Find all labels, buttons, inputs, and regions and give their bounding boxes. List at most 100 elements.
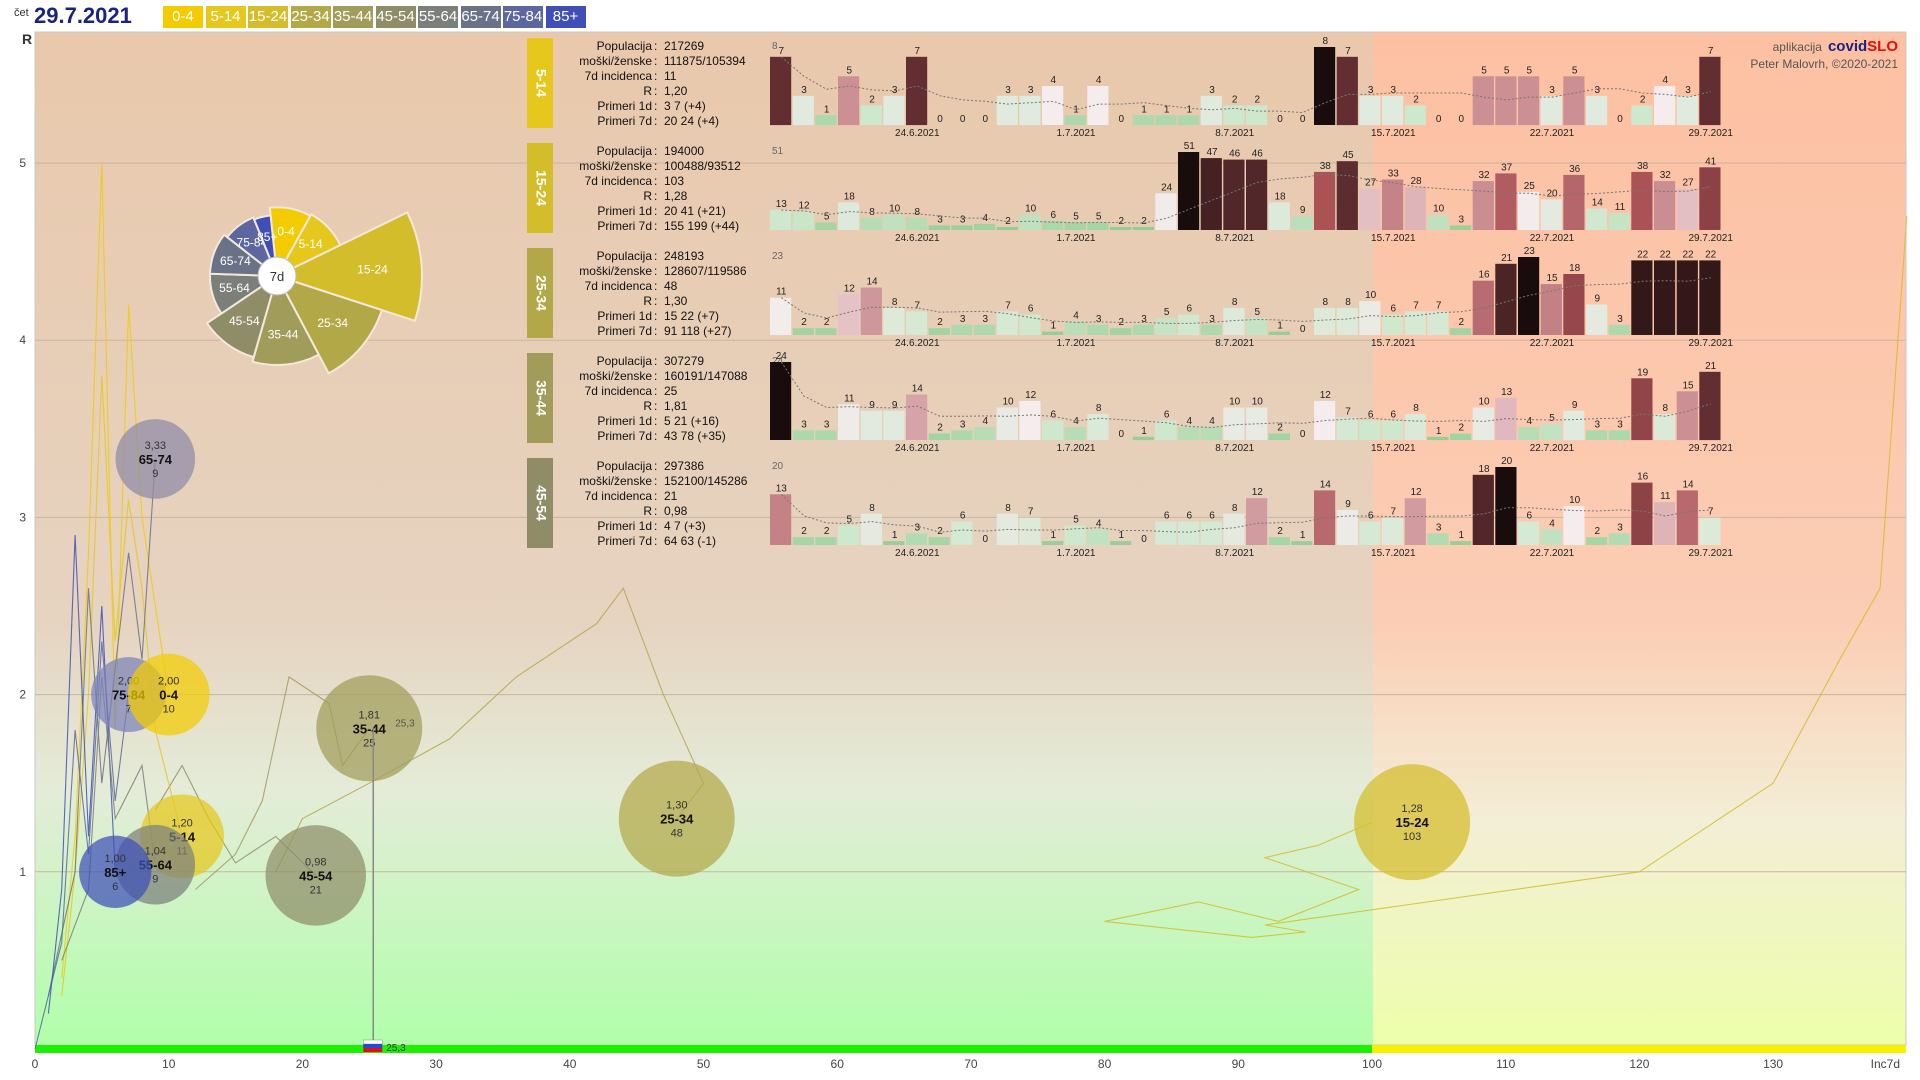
panel-bar xyxy=(996,95,1018,126)
credit: aplikacija covidSLO Peter Malovrh, ©2020-… xyxy=(1750,38,1898,71)
panel-date-label: 22.7.2021 xyxy=(1530,128,1575,139)
panel-date-label: 1.7.2021 xyxy=(1057,233,1096,244)
bubble-r-label: 1,30 xyxy=(666,800,687,812)
panel-stat-key: moški/ženske xyxy=(579,159,652,173)
panel-bar xyxy=(1178,314,1200,335)
panel-bar xyxy=(1676,490,1698,545)
trail-line xyxy=(47,535,116,1014)
panel-stat-key: moški/ženske xyxy=(579,369,652,383)
panel-stat-key: 7d incidenca xyxy=(585,174,653,188)
panel-bar-label: 3 xyxy=(1459,214,1465,225)
panel-bar-label: 0 xyxy=(983,534,989,545)
panel-bar xyxy=(1336,56,1358,126)
panel-bar-label: 18 xyxy=(1274,192,1286,203)
y-tick-label: 1 xyxy=(19,865,26,879)
panel-bar-label: 4 xyxy=(1073,310,1079,321)
panel-bar-label: 8 xyxy=(869,207,875,218)
panel-bar xyxy=(1450,433,1472,440)
panel-bar xyxy=(1586,208,1608,230)
trail-line xyxy=(47,458,156,996)
panel-bar-label: 3 xyxy=(960,419,966,430)
panel-bar-label: 3 xyxy=(801,85,807,96)
plot-background-safe xyxy=(35,32,1373,1045)
panel-stat-key: R xyxy=(643,399,652,413)
panel-bar-label: 7 xyxy=(1436,300,1442,311)
bubble-circle xyxy=(265,825,367,926)
panel-bar-label: 10 xyxy=(1365,290,1377,301)
panel-bar-label: 2 xyxy=(1119,216,1125,227)
panel-date-label: 22.7.2021 xyxy=(1530,443,1575,454)
panel-bar-label: 3 xyxy=(1141,314,1147,325)
panel-stat-sep: : xyxy=(654,489,657,503)
panel-stat-value: 20 24 (+4) xyxy=(664,114,719,128)
panel-bar-label: 46 xyxy=(1252,149,1264,160)
panel-date-label: 29.7.2021 xyxy=(1688,548,1733,559)
panel-stat-sep: : xyxy=(654,189,657,203)
panel-bar xyxy=(1472,76,1494,126)
panel-bar xyxy=(996,407,1018,440)
panel-bar xyxy=(1132,115,1154,126)
credit-line-2: Peter Malovrh, ©2020-2021 xyxy=(1750,57,1898,71)
panel-bar xyxy=(838,404,860,441)
panel-bar xyxy=(1268,331,1290,335)
panel-stat-sep: : xyxy=(654,309,657,323)
panel-max-label: 23 xyxy=(772,251,784,262)
panel-avg-line xyxy=(780,361,1711,429)
panel-bar-label: 2 xyxy=(1141,216,1147,227)
panel-bar xyxy=(1064,222,1086,230)
panel-bar xyxy=(1699,167,1721,230)
panel-bar xyxy=(815,430,837,441)
panel-date-label: 8.7.2021 xyxy=(1215,338,1254,349)
panel-stat-value: 152100/145286 xyxy=(664,474,748,488)
panel-bar-label: 5 xyxy=(1572,65,1578,76)
panel-bar-label: 0 xyxy=(1300,114,1306,125)
panel-bar xyxy=(928,328,950,335)
panel-bar-label: 3 xyxy=(824,419,830,430)
panel-stat-key: Primeri 1d xyxy=(597,414,652,428)
panel-bar-label: 13 xyxy=(776,199,788,210)
pie-slice-15-24 xyxy=(274,211,423,323)
panel-bar xyxy=(1246,407,1268,440)
panel-stat-sep: : xyxy=(654,204,657,218)
panel-bar xyxy=(1518,76,1540,126)
x-tick-label: 130 xyxy=(1763,1057,1783,1071)
panel-bar-label: 20 xyxy=(1546,188,1558,199)
panel-bar-label: 7 xyxy=(1708,46,1714,57)
panel-bar xyxy=(770,494,792,545)
panel-bar-label: 33 xyxy=(1388,169,1400,180)
panel-date-label: 1.7.2021 xyxy=(1057,443,1096,454)
panel-bar xyxy=(1064,525,1086,545)
panel-bar xyxy=(906,217,928,230)
pie-slice-45-54 xyxy=(205,273,279,359)
panel-bar-label: 3 xyxy=(1391,85,1397,96)
panel-stat-value: 248193 xyxy=(664,249,704,263)
panel-bar xyxy=(1110,541,1132,545)
panel-bar xyxy=(1246,105,1268,125)
panel-bar xyxy=(1155,521,1177,545)
panel-bar-label: 3 xyxy=(960,314,966,325)
panel-avg-line xyxy=(781,277,1711,324)
panel-bar xyxy=(1087,529,1109,545)
panel-stat-value: 64 63 (-1) xyxy=(664,534,716,548)
y-axis-label: R xyxy=(22,31,32,47)
panel-stat-sep: : xyxy=(654,459,657,473)
flag-red xyxy=(363,1048,383,1052)
panel-date-label: 22.7.2021 xyxy=(1530,338,1575,349)
panel-stat-sep: : xyxy=(654,414,657,428)
x-tick-label: 70 xyxy=(964,1057,978,1071)
panel-bar xyxy=(1359,521,1381,545)
panel-bar-label: 11 xyxy=(844,393,855,404)
panel-bar-label: 1 xyxy=(1073,104,1079,115)
panel-bar-label: 16 xyxy=(1637,472,1649,483)
panel-bar xyxy=(1042,220,1064,230)
panel-bar-label: 7 xyxy=(779,46,785,57)
panel-bar xyxy=(1472,407,1494,440)
panel-bar xyxy=(792,537,814,545)
panel-bar-label: 9 xyxy=(1595,294,1601,305)
panel-bar-label: 8 xyxy=(1663,403,1669,414)
panel-45-54: 45-54Populacija:297386moški/ženske:15210… xyxy=(527,456,1733,559)
panel-bar-label: 3 xyxy=(1617,419,1623,430)
panel-tab-label: 5-14 xyxy=(533,69,549,97)
